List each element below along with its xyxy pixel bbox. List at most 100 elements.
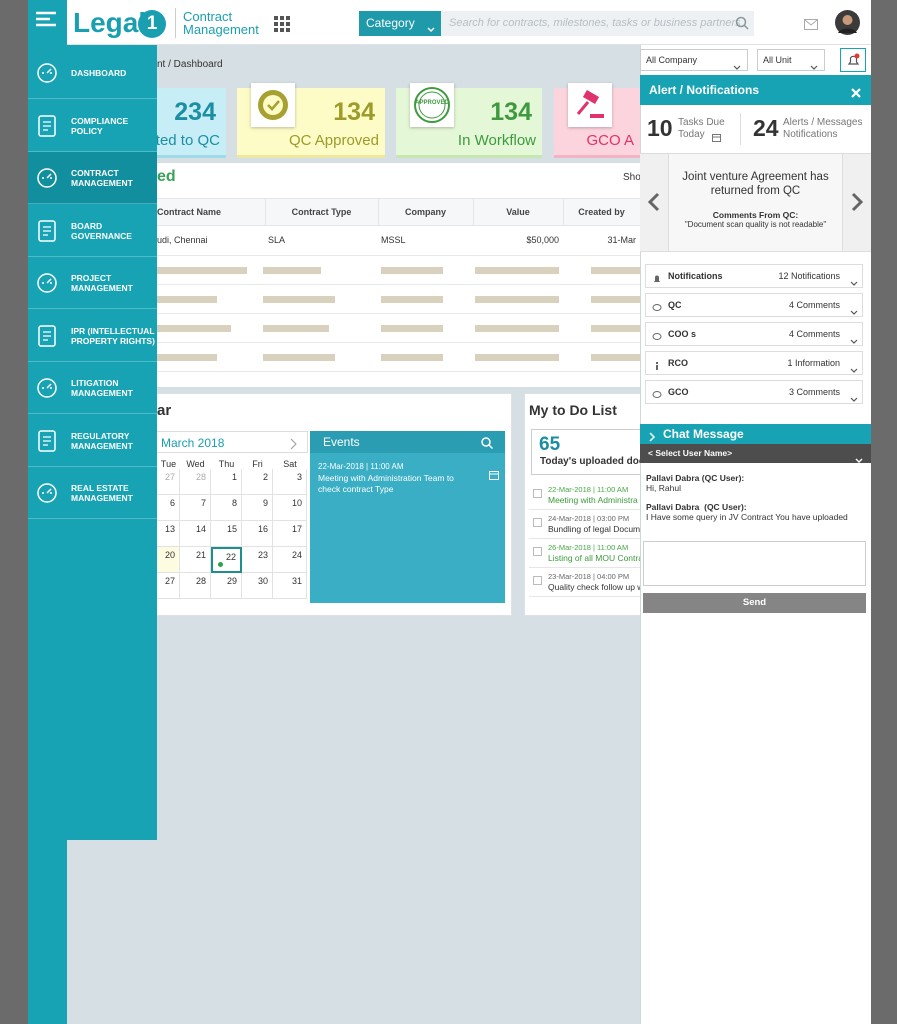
menu-item[interactable]: CONTRACT MANAGEMENT — [28, 152, 157, 204]
search-input[interactable]: Search for contracts, milestones, tasks … — [441, 11, 754, 36]
next-arrow[interactable] — [851, 192, 864, 212]
todo-checkbox[interactable] — [533, 547, 542, 556]
menu-item[interactable]: REAL ESTATE MANAGEMENT — [28, 467, 157, 519]
calendar-day[interactable]: 7 — [180, 495, 211, 521]
calendar-day[interactable]: 28 — [180, 573, 211, 599]
calendar-day[interactable]: 21 — [180, 547, 211, 573]
calendar-day[interactable]: 8 — [211, 495, 242, 521]
notification-group[interactable]: QC 4 Comments — [645, 293, 863, 317]
notification-group[interactable]: Notifications 12 Notifications — [645, 264, 863, 288]
menu-item[interactable]: DASHBOARD — [28, 47, 157, 99]
calendar-day[interactable]: 10 — [273, 495, 307, 521]
next-arrow-svg — [851, 192, 864, 212]
calendar-day[interactable]: 9 — [242, 495, 273, 521]
menu-icon-svg — [38, 429, 56, 452]
notification-group[interactable]: RCO 1 Information — [645, 351, 863, 375]
calendar-day[interactable]: 17 — [273, 521, 307, 547]
day-number: 2 — [262, 472, 268, 482]
placeholder-bar — [475, 267, 559, 274]
calendar-day[interactable]: 3 — [273, 469, 307, 495]
menu-item[interactable]: BOARD GOVERNANCE — [28, 205, 157, 257]
prev-arrow[interactable] — [647, 192, 660, 212]
menu-item[interactable]: COMPLIANCE POLICY — [28, 100, 157, 152]
menu-toggle[interactable] — [28, 0, 67, 45]
user-select[interactable]: < Select User Name> — [640, 444, 871, 463]
day-number: 23 — [257, 550, 268, 560]
column-header: Created by — [578, 207, 625, 217]
caret — [733, 58, 741, 70]
caret-svg — [855, 458, 863, 463]
calendar-day[interactable]: 23 — [242, 547, 273, 573]
stat-card[interactable]: 234 tted to QC — [157, 88, 226, 158]
calendar-day[interactable]: 27 — [157, 469, 180, 495]
menu-label: IPR (INTELLECTUAL PROPERTY RIGHTS) — [71, 310, 155, 362]
menu-item[interactable]: LITIGATION MANAGEMENT — [28, 362, 157, 414]
row-divider — [157, 342, 640, 343]
calendar-day[interactable]: 27 — [157, 573, 180, 599]
notification-group[interactable]: COO s 4 Comments — [645, 322, 863, 346]
day-number: 31 — [291, 576, 302, 586]
notification-group[interactable]: GCO 3 Comments — [645, 380, 863, 404]
menu-icon-svg — [38, 114, 56, 137]
todo-checkbox[interactable] — [533, 489, 542, 498]
day-number: 21 — [195, 550, 206, 560]
calendar-day[interactable]: 20 — [157, 547, 180, 573]
calendar-day[interactable]: 28 — [180, 469, 211, 495]
placeholder-bar — [263, 296, 335, 303]
menu-text: CONTRACT MANAGEMENT — [71, 168, 133, 188]
day-number: 28 — [195, 576, 206, 586]
calendar-day[interactable]: 30 — [242, 573, 273, 599]
placeholder-bar — [475, 354, 559, 361]
calendar-day[interactable]: 31 — [273, 573, 307, 599]
alerts-label: Alerts / Messages — [783, 117, 863, 128]
chat-header[interactable] — [640, 424, 871, 444]
calendar-day[interactable]: 22 — [211, 547, 242, 573]
calendar-day[interactable]: 6 — [157, 495, 180, 521]
chat-chevron — [648, 429, 656, 442]
menu-icon — [35, 166, 59, 190]
menu-text: COMPLIANCE POLICY — [71, 115, 129, 136]
calendar-day[interactable]: 16 — [242, 521, 273, 547]
table-cell: $50,000 — [526, 235, 559, 245]
todo-text: Quality check follow up w — [548, 582, 640, 592]
send-button[interactable]: Send — [643, 593, 866, 613]
category-dropdown[interactable]: Category — [359, 11, 441, 36]
bell-button-svg — [847, 53, 860, 65]
calendar-day[interactable]: 2 — [242, 469, 273, 495]
column-divider — [473, 198, 474, 226]
row-divider — [157, 371, 640, 372]
calendar-day[interactable]: 24 — [273, 547, 307, 573]
tasks-label: Tasks Due — [678, 117, 725, 128]
placeholder-bar — [157, 325, 231, 332]
calendar-day[interactable]: 13 — [157, 521, 180, 547]
day-number: 9 — [262, 498, 268, 508]
month-nav[interactable]: March 2018 — [157, 431, 308, 453]
chat-input[interactable] — [643, 541, 866, 586]
search-icon — [735, 16, 749, 30]
todo-checkbox[interactable] — [533, 518, 542, 527]
todo-divider — [529, 538, 640, 539]
menu-label: PROJECT MANAGEMENT — [71, 257, 155, 309]
menu-text: IPR (INTELLECTUAL PROPERTY RIGHTS) — [71, 325, 155, 346]
close-icon-svg — [851, 88, 861, 98]
todo-checkbox[interactable] — [533, 576, 542, 585]
placeholder-bar — [475, 325, 559, 332]
carousel-body — [668, 154, 843, 251]
group-icon — [652, 271, 662, 282]
group-label: QC — [668, 300, 682, 310]
menu-item[interactable]: REGULATORY MANAGEMENT — [28, 415, 157, 467]
calendar-day[interactable]: 15 — [211, 521, 242, 547]
column-divider — [265, 198, 266, 226]
panel-title: ed — [157, 168, 176, 185]
menu-label: REAL ESTATE MANAGEMENT — [71, 467, 155, 519]
calendar-day[interactable]: 1 — [211, 469, 242, 495]
caret — [850, 274, 858, 286]
filter-dropdown[interactable]: All Unit — [757, 49, 825, 71]
menu-item[interactable]: PROJECT MANAGEMENT — [28, 257, 157, 309]
alerts-label: Notifications — [783, 129, 838, 140]
card-icon-box: APPROVED — [410, 83, 454, 127]
calendar-day[interactable]: 29 — [211, 573, 242, 599]
calendar-day[interactable]: 14 — [180, 521, 211, 547]
menu-item[interactable]: IPR (INTELLECTUAL PROPERTY RIGHTS) — [28, 310, 157, 362]
filter-dropdown[interactable]: All Company — [640, 49, 748, 71]
